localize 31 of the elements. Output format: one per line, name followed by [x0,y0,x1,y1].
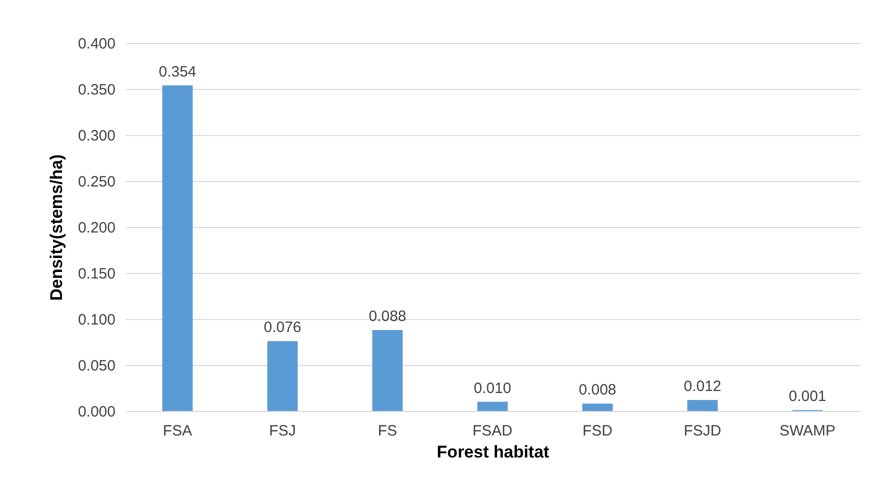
data-label: 0.012 [684,378,722,395]
x-axis-title: Forest habitat [436,442,550,462]
y-tick-label: 0.400 [78,36,116,52]
y-axis-title: Density(stems/ha) [46,154,66,301]
y-tick-label: 0.150 [78,266,116,282]
x-tick-label: FSJ [269,422,296,440]
data-label: 0.008 [578,382,616,399]
x-tick-label: FS [378,422,398,440]
y-tick-label: 0.300 [78,128,116,144]
bar [477,402,508,411]
bar [582,404,613,411]
data-label: 0.010 [474,380,512,397]
data-label: 0.088 [368,308,406,326]
bar [687,400,718,411]
x-tick-label: SWAMP [779,422,836,440]
y-tick-label: 0.050 [78,358,116,374]
x-tick-label: FSD [582,422,613,440]
y-tick-label: 0.350 [78,82,116,98]
x-tick-label: FSA [162,422,192,440]
bar [372,330,403,411]
bar [162,85,193,411]
y-tick-label: 0.200 [78,220,116,236]
y-tick-label: 0.250 [78,174,116,190]
bar [267,341,298,411]
x-tick-label: FSJD [684,422,722,440]
data-label: 0.076 [264,319,302,336]
y-tick-label: 0.000 [78,404,116,420]
data-label: 0.001 [788,388,826,406]
x-tick-label: FSAD [472,422,513,440]
y-tick-label: 0.100 [78,312,116,328]
data-label: 0.354 [158,63,196,80]
